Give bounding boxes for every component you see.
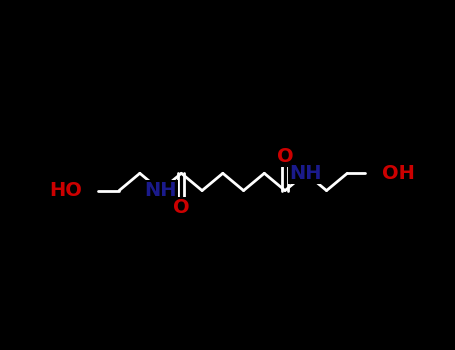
Text: NH: NH bbox=[144, 181, 177, 200]
Text: HO: HO bbox=[49, 181, 82, 200]
Text: NH: NH bbox=[289, 164, 322, 183]
Text: OH: OH bbox=[382, 164, 415, 183]
Text: O: O bbox=[173, 198, 190, 217]
Text: O: O bbox=[277, 147, 293, 166]
